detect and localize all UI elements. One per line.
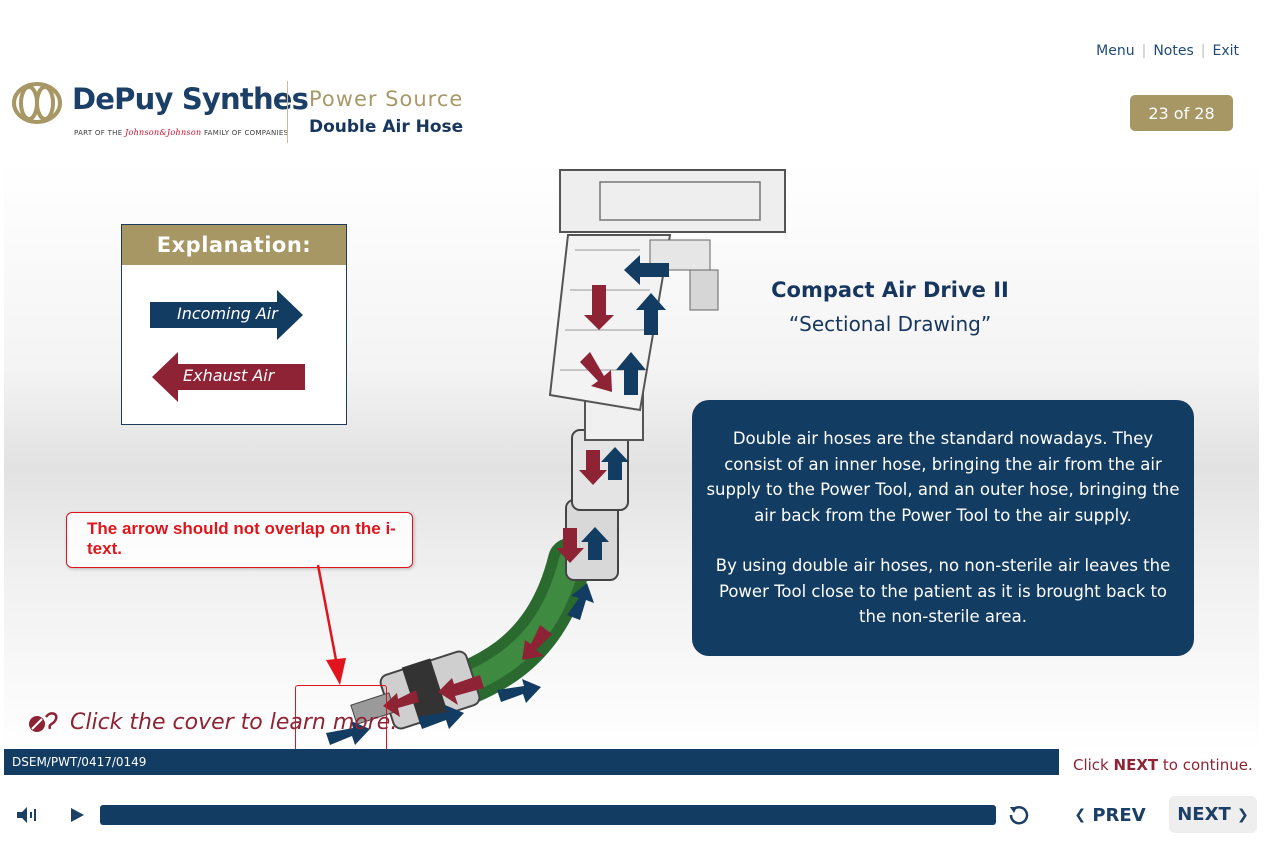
prev-button[interactable]: ❮ PREV bbox=[1074, 804, 1146, 826]
page-counter: 23 of 28 bbox=[1130, 95, 1233, 131]
nav-separator: | bbox=[1200, 43, 1206, 59]
volume-icon[interactable] bbox=[15, 805, 39, 825]
exhaust-air-label: Exhaust Air bbox=[183, 366, 275, 385]
module-title: Power Source bbox=[309, 87, 464, 111]
exhaust-air-arrow-icon bbox=[152, 352, 305, 402]
annotation-pointer-arrow-icon bbox=[316, 564, 346, 685]
replay-icon[interactable] bbox=[1008, 804, 1030, 826]
brand-mark-icon bbox=[12, 82, 62, 124]
header-divider bbox=[287, 81, 288, 143]
learn-more-link[interactable]: Click the cover to learn more. bbox=[26, 709, 397, 735]
exit-link[interactable]: Exit bbox=[1212, 43, 1239, 59]
menu-link[interactable]: Menu bbox=[1096, 43, 1135, 59]
brand-tagline: PART OF THE Johnson&Johnson FAMILY OF CO… bbox=[74, 128, 289, 137]
footer-bar: DSEM/PWT/0417/0149 bbox=[4, 749, 1059, 775]
cursor-click-icon bbox=[29, 712, 58, 732]
learn-more-label: Click the cover to learn more. bbox=[70, 709, 398, 735]
brand-logo: DePuy Synthes PART OF THE Johnson&Johnso… bbox=[12, 80, 309, 142]
next-button[interactable]: NEXT ❯ bbox=[1169, 796, 1257, 833]
explanation-heading: Explanation: bbox=[122, 225, 346, 265]
device-subtitle: “Sectional Drawing” bbox=[788, 312, 992, 336]
slide-title: Double Air Hose bbox=[309, 117, 464, 137]
chevron-left-icon: ❮ bbox=[1074, 807, 1087, 823]
info-paragraph-1: Double air hoses are the standard nowada… bbox=[706, 429, 1180, 525]
document-code: DSEM/PWT/0417/0149 bbox=[12, 755, 147, 769]
device-title-block: Compact Air Drive II “Sectional Drawing” bbox=[690, 278, 1090, 336]
top-nav: Menu | Notes | Exit bbox=[1096, 43, 1239, 59]
seek-bar[interactable] bbox=[100, 805, 996, 825]
brand-name: DePuy Synthes bbox=[72, 82, 309, 116]
chevron-right-icon: ❯ bbox=[1237, 806, 1249, 823]
review-annotation-callout: The arrow should not overlap on the i-te… bbox=[66, 512, 413, 568]
info-textbox: Double air hoses are the standard nowada… bbox=[692, 400, 1194, 656]
continue-hint: Click NEXT to continue. bbox=[1073, 756, 1253, 774]
device-title: Compact Air Drive II bbox=[771, 278, 1009, 302]
incoming-air-label: Incoming Air bbox=[177, 304, 278, 323]
incoming-air-arrow-icon bbox=[150, 290, 303, 340]
notes-link[interactable]: Notes bbox=[1153, 43, 1194, 59]
nav-separator: | bbox=[1141, 43, 1147, 59]
play-icon[interactable] bbox=[68, 805, 86, 825]
review-annotation-text: The arrow should not overlap on the i-te… bbox=[87, 519, 396, 558]
info-paragraph-2: By using double air hoses, no non-steril… bbox=[715, 556, 1171, 626]
